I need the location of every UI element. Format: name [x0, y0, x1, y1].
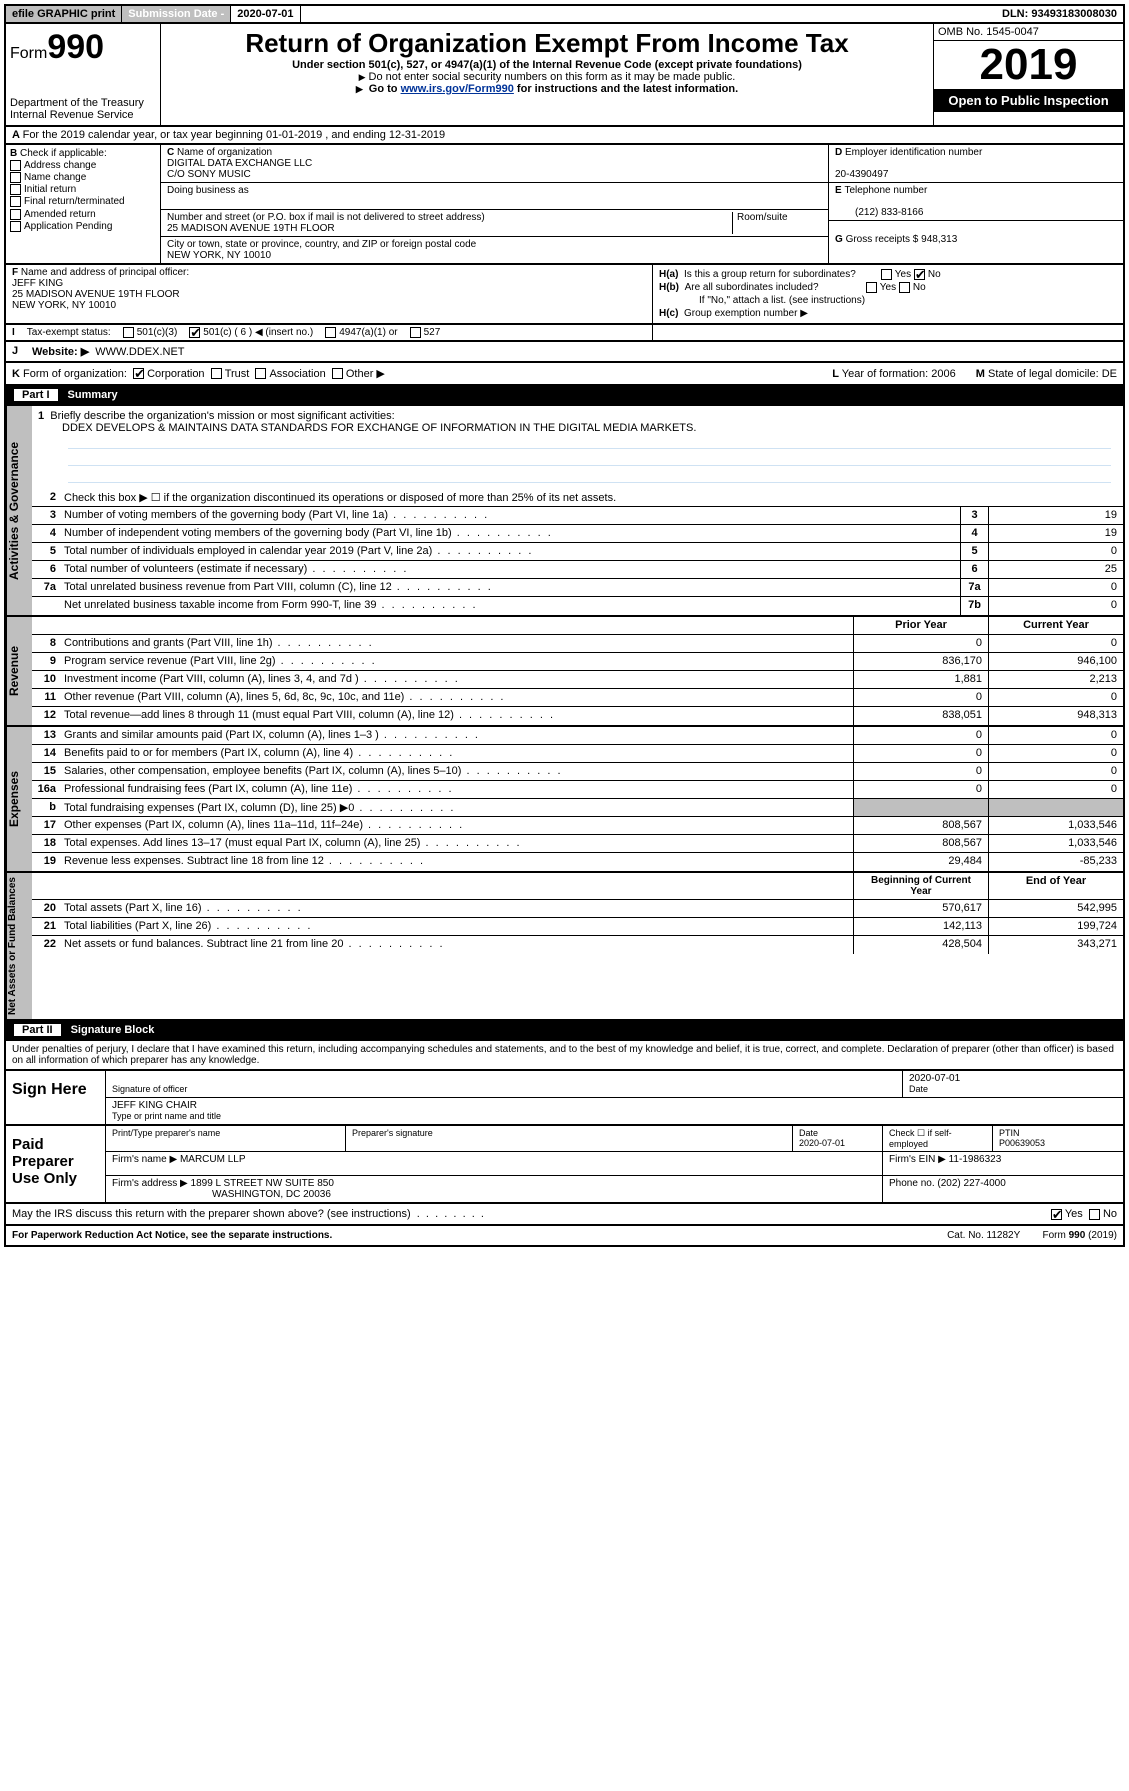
- summary-row: 22Net assets or fund balances. Subtract …: [32, 936, 1123, 954]
- row-j-website: J Website: ▶ WWW.DDEX.NET: [4, 342, 1125, 363]
- row-f-h: F Name and address of principal officer:…: [4, 265, 1125, 325]
- submission-date: 2020-07-01: [231, 6, 300, 22]
- form-subtitle-2: Do not enter social security numbers on …: [167, 71, 927, 83]
- box-c: C Name of organizationDIGITAL DATA EXCHA…: [161, 145, 828, 263]
- open-to-public: Open to Public Inspection: [934, 89, 1123, 112]
- omb-number: OMB No. 1545-0047: [934, 24, 1123, 41]
- summary-row: 3Number of voting members of the governi…: [32, 507, 1123, 525]
- header-block-bcdefg: B Check if applicable: Address change Na…: [4, 145, 1125, 265]
- perjury-statement: Under penalties of perjury, I declare th…: [4, 1041, 1125, 1071]
- summary-row: 13Grants and similar amounts paid (Part …: [32, 727, 1123, 745]
- check-amended-return[interactable]: Amended return: [10, 209, 156, 220]
- form-subtitle-1: Under section 501(c), 527, or 4947(a)(1)…: [167, 59, 927, 71]
- dept-treasury: Department of the Treasury: [10, 97, 156, 109]
- sign-here-label: Sign Here: [6, 1071, 106, 1124]
- summary-row: 17Other expenses (Part IX, column (A), l…: [32, 817, 1123, 835]
- summary-row: 4Number of independent voting members of…: [32, 525, 1123, 543]
- summary-row: 16aProfessional fundraising fees (Part I…: [32, 781, 1123, 799]
- summary-row: 20Total assets (Part X, line 16)570,6175…: [32, 900, 1123, 918]
- sidelabel-expenses: Expenses: [6, 727, 32, 871]
- form-header: Form990 Department of the Treasury Inter…: [4, 24, 1125, 127]
- paid-preparer-block: Paid Preparer Use Only Print/Type prepar…: [4, 1126, 1125, 1204]
- tax-year: 2019: [934, 41, 1123, 89]
- section-net-assets: Net Assets or Fund Balances Beginning of…: [4, 873, 1125, 1021]
- part-ii-header: Part IISignature Block: [4, 1021, 1125, 1041]
- check-application-pending[interactable]: Application Pending: [10, 221, 156, 232]
- form-subtitle-3: Go to www.irs.gov/Form990 for instructio…: [167, 83, 927, 95]
- dln: DLN: 93493183008030: [996, 6, 1123, 22]
- summary-row: 8Contributions and grants (Part VIII, li…: [32, 635, 1123, 653]
- check-address-change[interactable]: Address change: [10, 160, 156, 171]
- summary-row: 15Salaries, other compensation, employee…: [32, 763, 1123, 781]
- summary-row: 5Total number of individuals employed in…: [32, 543, 1123, 561]
- efile-print-button[interactable]: efile GRAPHIC print: [6, 6, 122, 22]
- summary-row: 21Total liabilities (Part X, line 26)142…: [32, 918, 1123, 936]
- section-expenses: Expenses 13Grants and similar amounts pa…: [4, 727, 1125, 873]
- page-footer: For Paperwork Reduction Act Notice, see …: [4, 1226, 1125, 1247]
- form-title: Return of Organization Exempt From Incom…: [167, 28, 927, 59]
- summary-row: 19Revenue less expenses. Subtract line 1…: [32, 853, 1123, 871]
- summary-row: 9Program service revenue (Part VIII, lin…: [32, 653, 1123, 671]
- sidelabel-revenue: Revenue: [6, 617, 32, 725]
- summary-row: 11Other revenue (Part VIII, column (A), …: [32, 689, 1123, 707]
- section-a-tax-year: A For the 2019 calendar year, or tax yea…: [4, 127, 1125, 145]
- section-activities-governance: Activities & Governance 1 Briefly descri…: [4, 406, 1125, 617]
- box-b: B Check if applicable: Address change Na…: [6, 145, 161, 263]
- summary-row: 10Investment income (Part VIII, column (…: [32, 671, 1123, 689]
- form990-link[interactable]: www.irs.gov/Form990: [401, 83, 514, 95]
- submission-date-label: Submission Date -: [122, 6, 231, 22]
- summary-row: 14Benefits paid to or for members (Part …: [32, 745, 1123, 763]
- summary-row: bTotal fundraising expenses (Part IX, co…: [32, 799, 1123, 817]
- top-bar: efile GRAPHIC print Submission Date - 20…: [4, 4, 1125, 24]
- box-defg: D Employer identification number20-43904…: [828, 145, 1123, 263]
- row-k-form-org: K Form of organization: Corporation Trus…: [4, 363, 1125, 386]
- form-990-label: Form990: [10, 28, 156, 67]
- summary-row: Net unrelated business taxable income fr…: [32, 597, 1123, 615]
- sidelabel-net-assets: Net Assets or Fund Balances: [6, 873, 32, 1019]
- sign-here-block: Sign Here Signature of officer 2020-07-0…: [4, 1071, 1125, 1126]
- discuss-row: May the IRS discuss this return with the…: [4, 1204, 1125, 1226]
- part-i-header: Part ISummary: [4, 386, 1125, 406]
- check-final-return[interactable]: Final return/terminated: [10, 196, 156, 207]
- summary-row: 6Total number of volunteers (estimate if…: [32, 561, 1123, 579]
- check-name-change[interactable]: Name change: [10, 172, 156, 183]
- row-i: I Tax-exempt status: 501(c)(3) 501(c) ( …: [4, 325, 1125, 342]
- dept-irs: Internal Revenue Service: [10, 109, 156, 121]
- check-initial-return[interactable]: Initial return: [10, 184, 156, 195]
- summary-row: 7aTotal unrelated business revenue from …: [32, 579, 1123, 597]
- summary-row: 12Total revenue—add lines 8 through 11 (…: [32, 707, 1123, 725]
- section-revenue: Revenue Prior YearCurrent Year 8Contribu…: [4, 617, 1125, 727]
- summary-row: 18Total expenses. Add lines 13–17 (must …: [32, 835, 1123, 853]
- paid-preparer-label: Paid Preparer Use Only: [6, 1126, 106, 1202]
- sidelabel-governance: Activities & Governance: [6, 406, 32, 615]
